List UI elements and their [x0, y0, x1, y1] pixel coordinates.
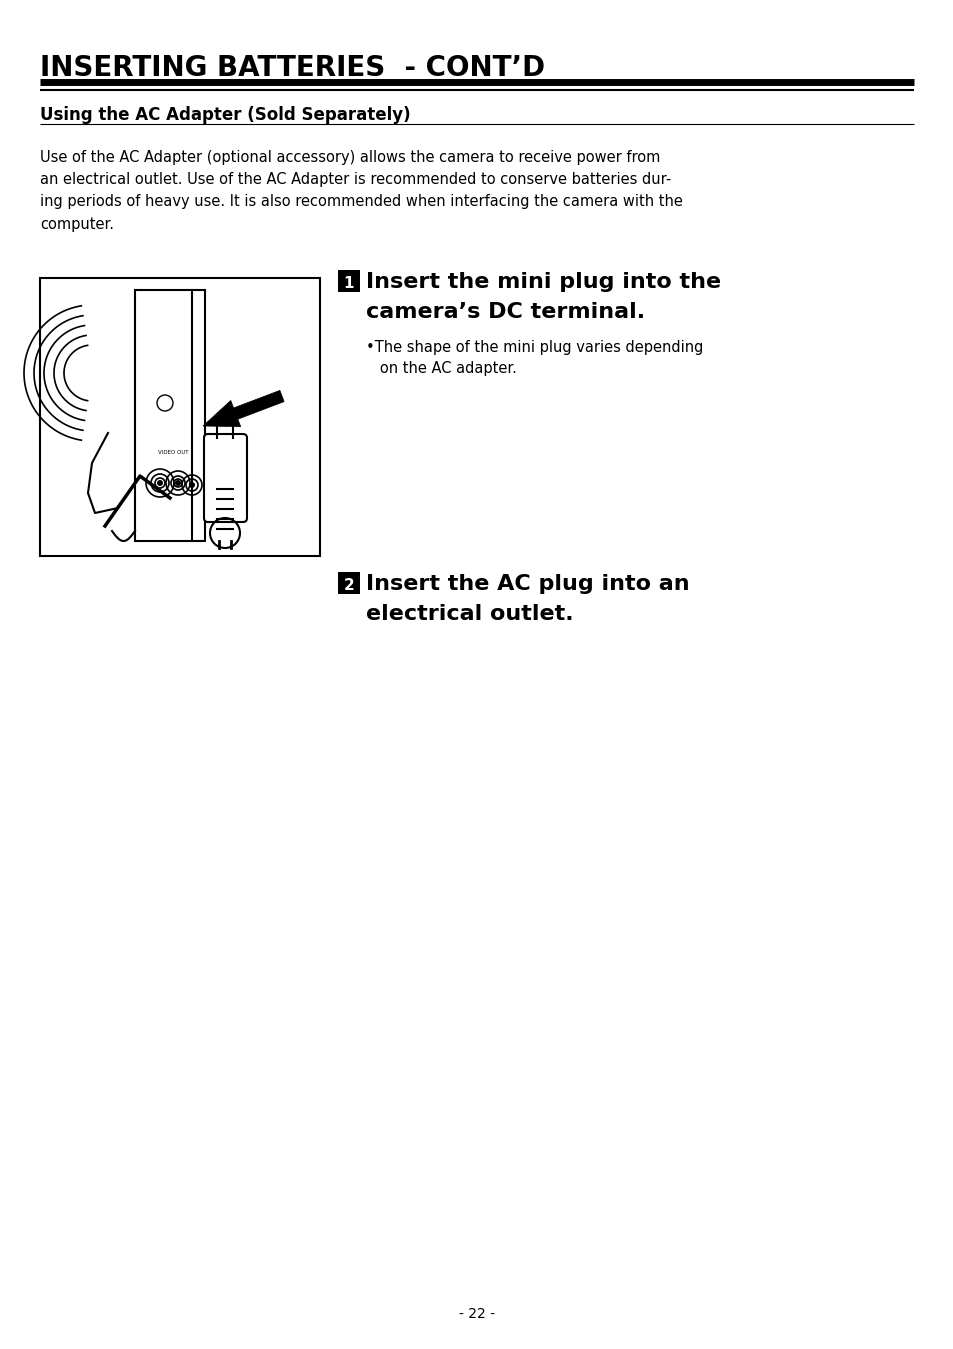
Text: Insert the mini plug into the: Insert the mini plug into the [366, 272, 720, 291]
Text: 1: 1 [343, 275, 354, 290]
Text: camera’s DC terminal.: camera’s DC terminal. [366, 302, 644, 322]
Bar [135, 290, 205, 541]
Circle shape [189, 482, 194, 488]
Bar [40, 278, 319, 556]
Text: Use of the AC Adapter (optional accessory) allows the camera to receive power fr: Use of the AC Adapter (optional accessor… [40, 150, 682, 232]
Circle shape [174, 480, 181, 486]
Text: - 22 -: - 22 - [458, 1307, 495, 1321]
Bar [337, 572, 359, 594]
Circle shape [157, 480, 163, 486]
Text: electrical outlet.: electrical outlet. [366, 604, 573, 625]
Text: •The shape of the mini plug varies depending
   on the AC adapter.: •The shape of the mini plug varies depen… [366, 340, 702, 376]
Text: 2: 2 [343, 577, 354, 592]
Text: VIDEO OUT: VIDEO OUT [158, 451, 189, 456]
Text: Insert the AC plug into an: Insert the AC plug into an [366, 575, 689, 594]
Polygon shape [203, 390, 284, 426]
FancyBboxPatch shape [204, 434, 247, 522]
Text: INSERTING BATTERIES  - CONT’D: INSERTING BATTERIES - CONT’D [40, 54, 544, 82]
Bar [337, 270, 359, 291]
Text: Using the AC Adapter (Sold Separately): Using the AC Adapter (Sold Separately) [40, 107, 410, 124]
